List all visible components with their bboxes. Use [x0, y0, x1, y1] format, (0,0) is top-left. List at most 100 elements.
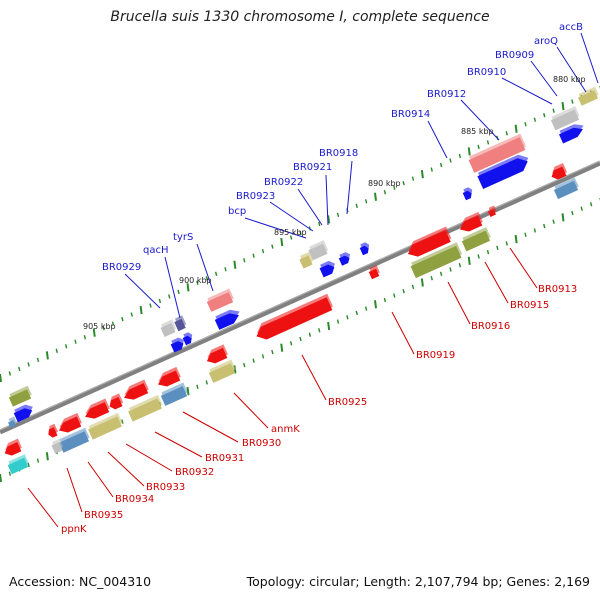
label-connector: [125, 443, 173, 472]
gene-feature: [551, 163, 568, 180]
upper-tick: [111, 321, 115, 326]
lower-tick: [580, 206, 583, 211]
upper-tick: [214, 271, 218, 276]
lower-tick: [355, 310, 358, 316]
gene-feature: [459, 211, 483, 232]
gene-label: BR0935: [84, 510, 123, 521]
lower-tick: [318, 328, 321, 333]
upper-tick: [186, 283, 190, 292]
gene-feature: [160, 319, 177, 338]
lower-tick: [289, 341, 293, 346]
lower-tick: [36, 458, 40, 463]
gene-feature-body: [160, 322, 176, 338]
gene-label: BR0916: [471, 321, 510, 332]
lower-tick: [121, 419, 124, 424]
gene-feature-body: [477, 158, 528, 190]
label-connector: [580, 32, 599, 84]
gene-feature: [299, 251, 314, 269]
gene-feature-body: [8, 420, 16, 428]
gene-feature-body: [124, 383, 149, 400]
gene-feature: [208, 359, 236, 383]
upper-tick: [121, 316, 124, 322]
scale-label: 890 kbp: [368, 179, 401, 188]
upper-tick: [552, 108, 555, 113]
gene-feature: [124, 379, 149, 400]
lower-tick: [449, 267, 452, 272]
gene-feature-body: [488, 209, 496, 217]
gene-feature-body: [338, 255, 350, 266]
gene-feature-body: [7, 457, 29, 475]
label-connector: [164, 256, 181, 319]
scale-label: 880 kbp: [553, 75, 586, 84]
upper-tick: [467, 147, 471, 156]
upper-tick: [336, 212, 340, 218]
gene-feature-body: [208, 363, 236, 383]
upper-tick: [92, 328, 96, 337]
lower-tick: [336, 319, 340, 324]
label-connector: [346, 160, 353, 215]
upper-tick: [45, 351, 49, 360]
scale-labels: 880 kbp 885 kbp 890 kbp 895 kbp 900 kbp …: [83, 75, 586, 331]
gene-label: tyrS: [173, 232, 193, 243]
gene-feature-body: [214, 313, 239, 330]
lower-tick: [589, 202, 593, 207]
lower-tick: [533, 228, 537, 233]
accession-text: Accession: NC_004310: [9, 574, 152, 589]
scale-label: 895 kbp: [274, 228, 307, 237]
gene-feature-body: [182, 335, 192, 346]
upper-tick: [411, 176, 415, 181]
gene-feature: [206, 344, 228, 364]
gene-feature: [206, 288, 234, 312]
label-connector: [124, 273, 161, 309]
upper-tick: [449, 158, 452, 163]
label-connector: [297, 188, 323, 226]
lower-tick: [467, 256, 471, 265]
upper-tick: [158, 298, 162, 304]
scale-label: 900 kbp: [179, 276, 212, 285]
upper-tick: [130, 312, 133, 317]
gene-feature: [13, 404, 33, 423]
lower-tick: [27, 462, 30, 468]
upper-tick: [243, 258, 246, 263]
upper-tick: [374, 192, 377, 201]
label-connector: [556, 46, 587, 93]
gene-label: BR0925: [328, 397, 367, 408]
bottom-gene-labels: BR0913 BR0915 BR0916 BR0919 BR0925 anmK …: [61, 284, 577, 535]
gene-feature-body: [308, 243, 328, 261]
upper-tick: [402, 180, 405, 186]
gene-feature-body: [577, 90, 599, 106]
gene-feature: [359, 242, 370, 256]
label-connector: [269, 201, 314, 232]
gene-feature: [410, 242, 463, 279]
upper-tick: [420, 169, 424, 179]
upper-tick: [139, 305, 143, 315]
gene-label: accB: [559, 22, 583, 33]
gene-feature: [160, 382, 188, 406]
gene-feature: [85, 398, 110, 419]
gene-feature-body: [550, 109, 580, 131]
lower-tick: [364, 306, 368, 311]
gene-feature: [170, 337, 185, 353]
topology-text: Topology: circular; Length: 2,107,794 bp…: [246, 574, 590, 589]
upper-tick: [8, 371, 12, 376]
lower-tick: [261, 354, 265, 359]
label-connector: [460, 99, 500, 141]
gene-feature: [477, 154, 529, 190]
upper-tick: [439, 162, 443, 168]
lower-tick: [430, 276, 433, 281]
gene-feature: [48, 423, 59, 438]
lower-tick: [393, 293, 396, 298]
label-connector: [154, 431, 203, 458]
lower-tick: [552, 219, 555, 224]
gene-feature: [577, 86, 599, 106]
label-connector: [484, 261, 509, 304]
gene-feature-body: [551, 166, 567, 180]
gene-feature-body: [128, 398, 162, 422]
upper-tick: [327, 215, 331, 224]
gene-feature-body: [359, 245, 369, 256]
gene-feature: [88, 412, 123, 440]
lower-tick: [243, 362, 246, 368]
label-connector: [447, 281, 471, 325]
upper-tick: [533, 117, 537, 122]
upper-tick: [233, 260, 237, 269]
